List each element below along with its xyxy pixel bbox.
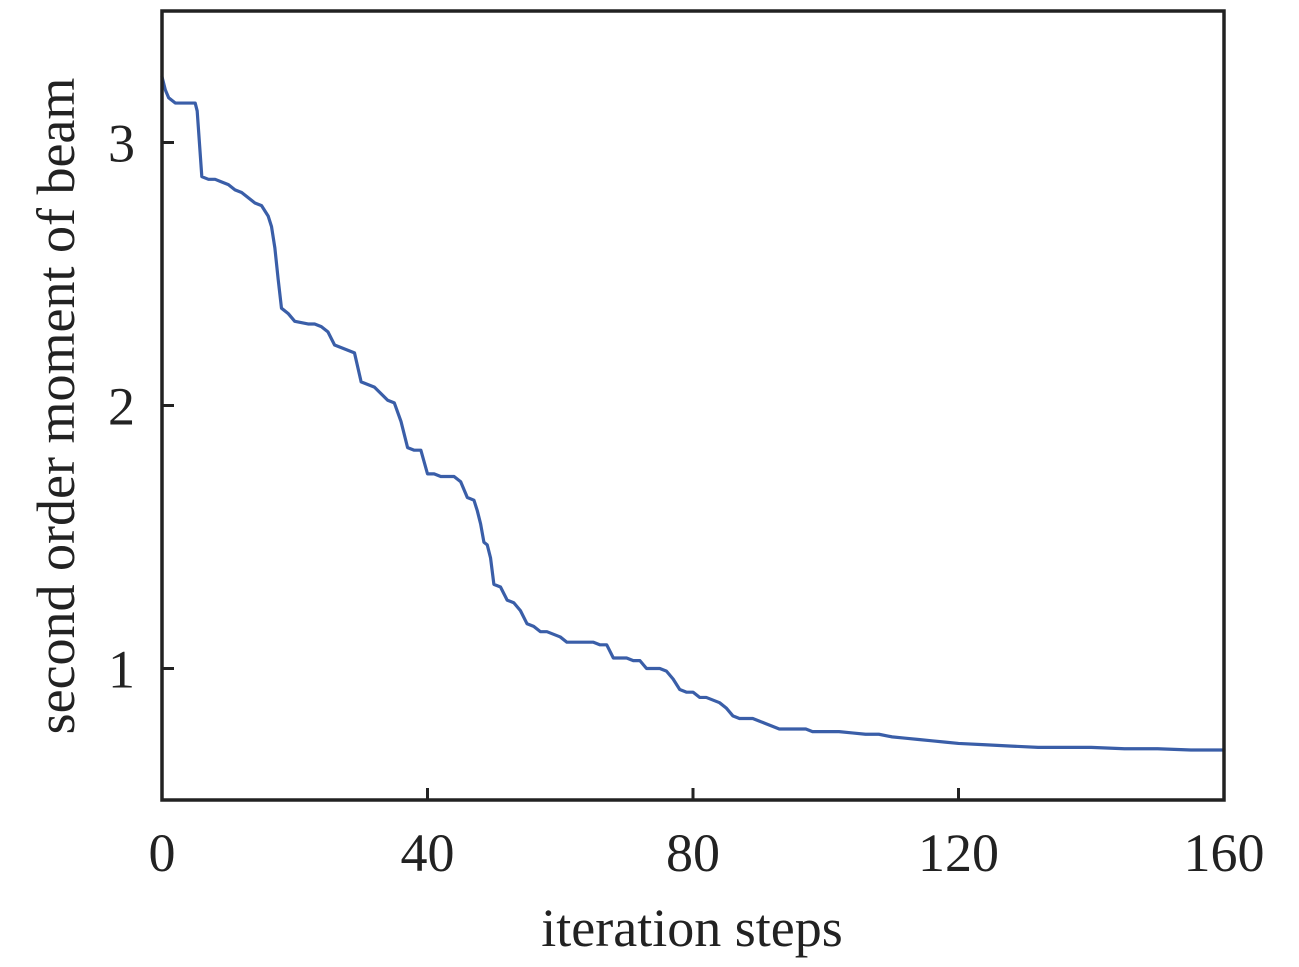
x-tick-label: 160: [1184, 823, 1265, 883]
series-line-0: [160, 75, 1226, 752]
y-tick-label: 1: [108, 640, 135, 700]
x-axis-label: iteration steps: [541, 898, 842, 958]
plot-area: [160, 75, 1226, 752]
axes: 0 40 80 120 160 1 2 3: [108, 9, 1265, 883]
x-tick-label: 0: [149, 823, 176, 883]
x-tick-label: 120: [918, 823, 999, 883]
y-tick-label: 3: [108, 114, 135, 174]
y-tick-label: 2: [108, 377, 135, 437]
x-tick-label: 80: [666, 823, 720, 883]
x-tick-label: 40: [401, 823, 455, 883]
plot-frame: [160, 9, 1226, 802]
y-axis-label: second order moment of beam: [26, 78, 86, 735]
